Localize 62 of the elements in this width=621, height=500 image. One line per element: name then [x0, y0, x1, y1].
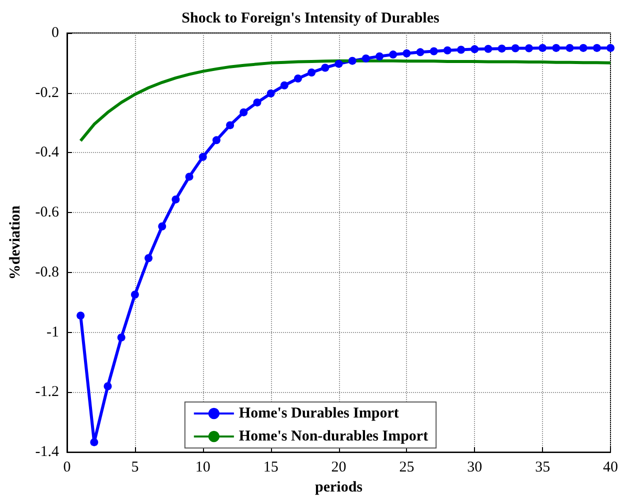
point — [104, 382, 112, 390]
x-tick-label: 25 — [399, 460, 414, 476]
x-tick-label: 10 — [195, 460, 210, 476]
point — [198, 152, 207, 161]
x-tick-label: 20 — [331, 460, 346, 476]
point — [524, 44, 533, 52]
y-tick-label: -1.4 — [35, 444, 60, 460]
point — [226, 121, 234, 130]
x-tick-label: 35 — [535, 460, 550, 476]
x-axis-title: periods — [314, 480, 363, 496]
point — [117, 333, 126, 342]
x-tick-label: 30 — [467, 460, 482, 476]
point — [334, 60, 343, 68]
point — [538, 44, 547, 52]
point — [90, 438, 98, 446]
point — [253, 98, 262, 106]
point — [566, 44, 574, 52]
point — [498, 44, 506, 53]
point — [144, 254, 153, 262]
point — [389, 50, 398, 59]
point — [416, 48, 424, 56]
point — [592, 44, 601, 52]
point — [430, 47, 438, 56]
legend-label: Home's Non-durables Import — [238, 428, 428, 444]
y-tick-label: 0 — [52, 25, 59, 41]
y-tick-label: -1.2 — [35, 384, 59, 400]
y-tick-label: -0.6 — [35, 204, 60, 221]
point — [579, 44, 588, 52]
point — [172, 195, 180, 204]
point — [362, 54, 370, 62]
x-tick-label: 40 — [603, 460, 618, 476]
x-tick-label: 0 — [63, 460, 71, 476]
chart-title: Shock to Foreign's Intensity of Durables — [182, 10, 440, 26]
point — [280, 81, 288, 90]
point — [240, 108, 248, 116]
x-tick-label: 15 — [263, 460, 278, 476]
point — [321, 64, 330, 72]
point — [552, 44, 560, 52]
y-tick-label: -1 — [46, 324, 59, 340]
point — [484, 44, 492, 53]
point — [130, 290, 139, 299]
point — [348, 56, 356, 65]
y-axis-title: %deviation — [8, 204, 24, 280]
point — [606, 44, 614, 52]
y-tick-label: -0.8 — [35, 264, 59, 280]
y-tick-label: -0.4 — [35, 144, 60, 161]
point — [443, 46, 452, 54]
point — [402, 49, 411, 58]
point — [212, 136, 220, 144]
x-tick-label: 5 — [131, 460, 139, 476]
point — [511, 44, 520, 52]
point — [266, 89, 275, 98]
point — [308, 68, 316, 77]
point — [294, 74, 302, 82]
point — [376, 52, 384, 60]
point — [470, 45, 479, 54]
point — [158, 222, 166, 230]
legend-label: Home's Durables Import — [238, 406, 399, 422]
y-tick-label: -0.2 — [35, 84, 59, 101]
point — [457, 46, 466, 54]
point — [76, 312, 85, 320]
point — [185, 172, 194, 181]
